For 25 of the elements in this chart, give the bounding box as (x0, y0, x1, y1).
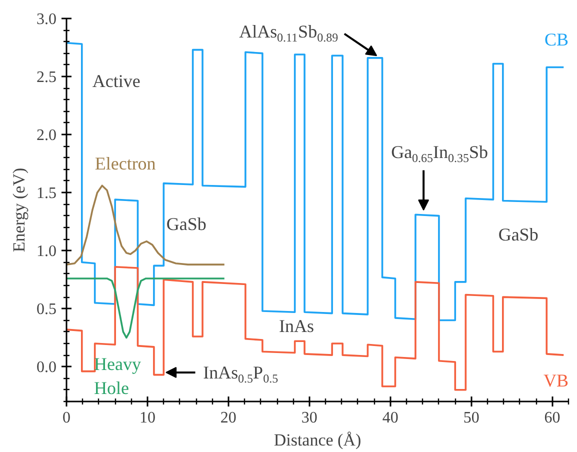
y-tick-label: 1.0 (36, 243, 56, 260)
y-tick-label: 0.5 (36, 301, 56, 318)
y-tick-label: 1.5 (36, 185, 56, 202)
annotation: InAs (278, 316, 314, 336)
x-axis-title: Distance (Å) (274, 430, 362, 450)
y-tick-label: 2.0 (36, 127, 56, 144)
y-axis-title: Energy (eV) (10, 168, 28, 252)
x-tick-label: 10 (139, 410, 156, 426)
annotation: GaSb (166, 214, 206, 234)
x-tick-label: 60 (544, 410, 560, 426)
series-label: VB (543, 370, 569, 391)
x-tick-label: 40 (382, 410, 398, 426)
annotation: GaSb (498, 224, 538, 244)
x-tick-label: 20 (220, 410, 236, 426)
y-tick-label: 2.5 (36, 69, 56, 86)
series-label: Electron (94, 154, 156, 174)
y-tick-label: 3.0 (36, 11, 56, 28)
x-tick-label: 0 (62, 410, 70, 426)
line-series (66, 184, 226, 266)
x-tick-label: 30 (301, 410, 318, 426)
x-tick-label: 50 (463, 410, 480, 426)
line-series (66, 278, 226, 339)
series-label: CB (544, 29, 569, 50)
annotation: Active (92, 71, 140, 92)
y-tick-label: 0.0 (36, 359, 56, 376)
